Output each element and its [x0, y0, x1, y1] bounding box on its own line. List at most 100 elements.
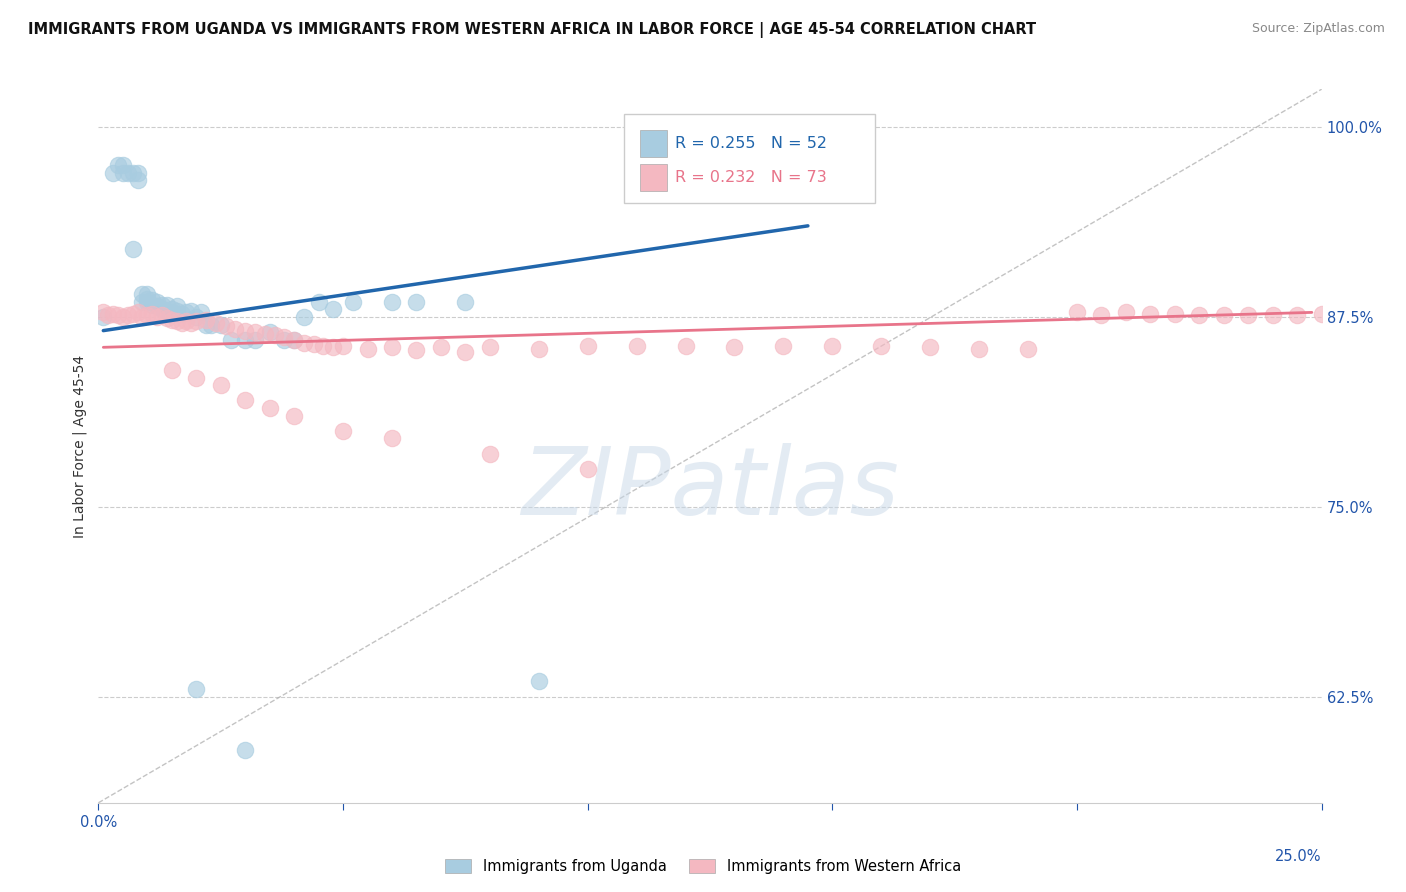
Legend: Immigrants from Uganda, Immigrants from Western Africa: Immigrants from Uganda, Immigrants from … [439, 854, 967, 880]
Point [136, 309, 159, 323]
Point [141, 298, 163, 312]
Point [127, 166, 149, 180]
Point [170, 316, 193, 330]
FancyBboxPatch shape [624, 114, 875, 203]
Point [219, 333, 242, 347]
Point [180, 316, 202, 330]
Point [176, 314, 198, 328]
Point [136, 294, 159, 309]
Point [170, 307, 193, 321]
Point [243, 333, 266, 347]
Point [160, 302, 183, 317]
Point [214, 319, 236, 334]
Point [141, 293, 163, 308]
Point [342, 294, 364, 309]
Point [195, 313, 218, 327]
Point [576, 462, 599, 476]
Point [454, 294, 477, 309]
Point [150, 309, 173, 323]
Point [146, 299, 169, 313]
Point [308, 294, 330, 309]
Point [273, 329, 295, 343]
Point [253, 326, 276, 341]
Point [405, 343, 427, 358]
Point [405, 294, 427, 309]
Point [131, 310, 153, 324]
Point [381, 294, 404, 309]
Point [131, 287, 153, 301]
Point [107, 158, 129, 172]
Point [1139, 307, 1161, 321]
Point [186, 310, 208, 324]
Point [131, 294, 153, 309]
Point [233, 393, 256, 408]
Text: ZIPatlas: ZIPatlas [522, 443, 898, 534]
Point [576, 339, 599, 353]
Point [111, 166, 134, 180]
Point [117, 309, 139, 323]
Point [283, 409, 305, 423]
Point [920, 340, 942, 354]
Point [870, 339, 893, 353]
Point [273, 333, 295, 347]
Point [527, 342, 550, 356]
Point [209, 318, 232, 332]
Point [117, 166, 139, 180]
Y-axis label: In Labor Force | Age 45-54: In Labor Force | Age 45-54 [73, 354, 87, 538]
Point [146, 294, 169, 309]
Point [127, 305, 149, 319]
Point [233, 324, 256, 338]
Point [1310, 307, 1333, 321]
Point [381, 340, 404, 354]
Point [209, 378, 232, 392]
Point [136, 292, 159, 306]
Point [205, 316, 228, 330]
Point [160, 313, 183, 327]
Point [454, 344, 477, 359]
Point [146, 310, 169, 324]
Point [1066, 305, 1088, 319]
Point [1090, 309, 1112, 323]
Point [127, 173, 149, 187]
Point [259, 401, 281, 415]
Point [186, 370, 208, 384]
Point [233, 333, 256, 347]
Point [176, 305, 198, 319]
Point [141, 307, 163, 321]
Point [107, 309, 129, 323]
Point [224, 322, 246, 336]
Point [166, 314, 188, 328]
Point [312, 339, 335, 353]
Point [478, 447, 501, 461]
Point [302, 337, 325, 351]
Point [233, 742, 256, 756]
Point [200, 318, 222, 332]
Point [121, 242, 143, 256]
Point [478, 340, 501, 354]
Point [150, 302, 173, 317]
Point [292, 310, 315, 324]
Point [101, 307, 124, 321]
Point [723, 340, 745, 354]
Text: 25.0%: 25.0% [1275, 849, 1322, 864]
Point [195, 318, 218, 332]
Point [166, 304, 188, 318]
Point [160, 305, 183, 319]
Point [166, 299, 188, 313]
FancyBboxPatch shape [640, 130, 668, 157]
Point [772, 339, 794, 353]
Point [332, 339, 354, 353]
Point [626, 339, 648, 353]
Point [190, 305, 212, 319]
Point [1115, 305, 1137, 319]
Point [97, 309, 120, 323]
Point [283, 333, 305, 347]
Point [1164, 307, 1187, 321]
Text: R = 0.232   N = 73: R = 0.232 N = 73 [675, 170, 827, 186]
Text: R = 0.255   N = 52: R = 0.255 N = 52 [675, 136, 827, 151]
Point [527, 674, 550, 689]
Point [91, 310, 114, 324]
Point [156, 298, 179, 312]
Point [150, 302, 173, 317]
Point [101, 166, 124, 180]
